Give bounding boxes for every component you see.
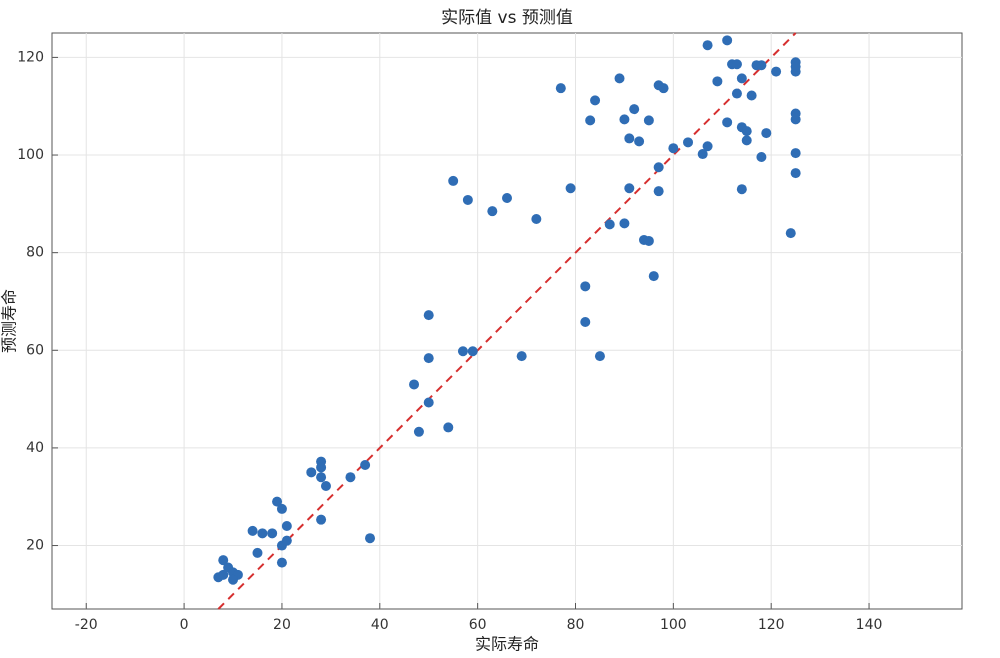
point xyxy=(306,467,317,478)
point xyxy=(697,149,708,160)
point xyxy=(281,535,292,546)
point xyxy=(634,136,645,147)
point xyxy=(457,346,468,357)
point xyxy=(565,183,576,194)
y-tick-label: 100 xyxy=(17,147,44,163)
x-tick-label: 80 xyxy=(567,617,585,633)
point xyxy=(218,569,229,580)
point xyxy=(731,59,742,70)
x-tick-label: 140 xyxy=(856,617,883,633)
point xyxy=(653,186,664,197)
point xyxy=(722,35,733,46)
point xyxy=(423,310,434,321)
point xyxy=(746,90,757,101)
point xyxy=(413,426,424,437)
point xyxy=(423,397,434,408)
y-tick-label: 80 xyxy=(26,245,44,261)
point xyxy=(462,194,473,205)
point xyxy=(790,61,801,72)
point xyxy=(247,525,258,536)
y-tick-label: 60 xyxy=(26,342,44,358)
point xyxy=(790,148,801,159)
point xyxy=(653,162,664,173)
point xyxy=(467,346,478,357)
point xyxy=(276,557,287,568)
point xyxy=(316,472,327,483)
point xyxy=(487,206,498,217)
y-tick-label: 20 xyxy=(26,538,44,554)
x-tick-label: 40 xyxy=(371,617,389,633)
point xyxy=(604,219,615,230)
point xyxy=(712,76,723,87)
point xyxy=(594,351,605,362)
point xyxy=(531,213,542,224)
point xyxy=(756,151,767,162)
point xyxy=(360,460,371,470)
point xyxy=(316,514,327,525)
x-tick-label: -20 xyxy=(75,617,98,633)
point xyxy=(702,141,713,152)
point xyxy=(658,83,669,94)
point xyxy=(629,104,640,115)
x-tick-label: 60 xyxy=(469,617,487,633)
point xyxy=(580,316,591,327)
point xyxy=(257,528,268,539)
y-tick-label: 40 xyxy=(26,440,44,456)
point xyxy=(756,60,767,71)
point xyxy=(423,353,434,364)
point xyxy=(252,547,263,558)
point xyxy=(624,133,635,144)
point xyxy=(585,115,596,126)
point xyxy=(619,218,630,229)
reference-line xyxy=(217,32,797,610)
point xyxy=(276,503,287,514)
y-tick-label: 120 xyxy=(17,49,44,65)
point xyxy=(580,281,591,292)
point xyxy=(736,73,747,84)
point xyxy=(320,480,331,491)
point xyxy=(790,108,801,119)
point xyxy=(281,521,292,532)
point xyxy=(624,183,635,194)
point xyxy=(761,128,772,139)
point xyxy=(409,379,420,390)
point xyxy=(643,235,654,246)
point xyxy=(345,472,356,483)
point xyxy=(614,73,625,84)
point xyxy=(443,422,454,433)
point xyxy=(643,115,654,126)
point xyxy=(502,192,512,203)
point xyxy=(555,83,566,94)
point xyxy=(648,271,659,282)
point xyxy=(736,184,747,195)
point xyxy=(267,528,278,539)
x-tick-label: 0 xyxy=(180,617,189,633)
point xyxy=(272,496,283,507)
point xyxy=(731,88,742,99)
x-axis-label: 实际寿命 xyxy=(475,635,539,654)
point xyxy=(516,351,527,362)
point xyxy=(668,143,679,154)
point xyxy=(702,40,713,51)
point xyxy=(790,168,801,179)
point xyxy=(771,66,782,77)
point xyxy=(590,95,601,106)
x-tick-label: 20 xyxy=(273,617,291,633)
point xyxy=(683,137,694,148)
point xyxy=(228,574,239,585)
point xyxy=(218,555,229,566)
point xyxy=(785,228,796,239)
point xyxy=(316,462,327,473)
point xyxy=(741,135,752,146)
x-tick-label: 100 xyxy=(660,617,687,633)
point xyxy=(619,114,630,125)
chart-title: 实际值 vs 预测值 xyxy=(441,8,573,28)
point xyxy=(365,533,376,544)
point xyxy=(448,175,459,186)
y-axis-label: 预测寿命 xyxy=(0,289,19,353)
x-tick-label: 120 xyxy=(758,617,785,633)
point xyxy=(741,126,752,137)
point xyxy=(722,117,733,128)
